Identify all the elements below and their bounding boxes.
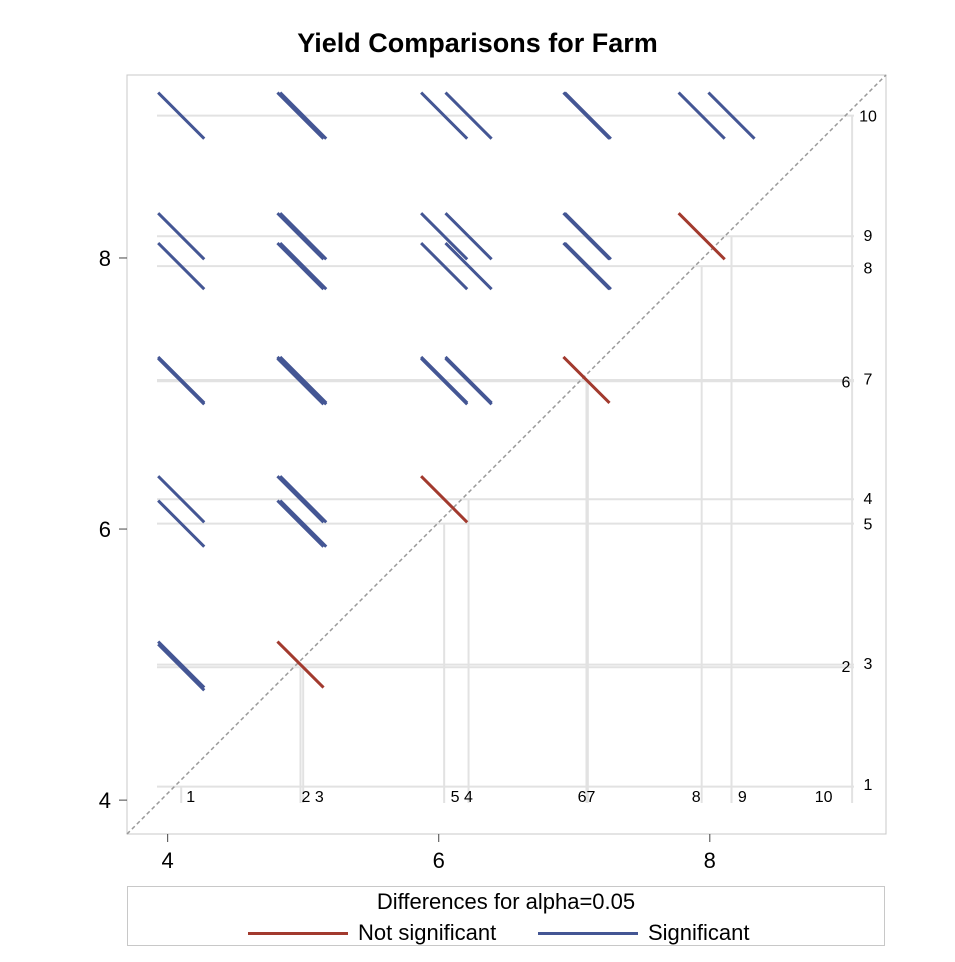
comparison-segment-9-vs-4 — [444, 212, 493, 261]
comparison-segment-10-vs-2 — [276, 91, 325, 140]
x-tick-label-6: 6 — [433, 848, 445, 873]
chart-title: Yield Comparisons for Farm — [297, 28, 658, 58]
level-label-right-10: 10 — [859, 109, 877, 126]
comparison-segment-7-vs-1 — [157, 355, 206, 405]
legend-label-not-significant: Not significant — [358, 920, 497, 945]
y-tick-label-4: 4 — [99, 788, 111, 813]
level-label-right-4: 4 — [864, 491, 873, 508]
comparison-segment-7-vs-5 — [420, 355, 469, 405]
x-tick-label-8: 8 — [704, 848, 716, 873]
comparison-segment-7-vs-6 — [562, 355, 611, 405]
comparison-segment-10-vs-9 — [707, 91, 756, 140]
level-label-right-7: 7 — [864, 372, 873, 389]
comparison-segment-9-vs-8 — [677, 212, 726, 261]
comparison-segment-10-vs-8 — [677, 91, 726, 140]
level-label-right-3: 3 — [864, 656, 873, 673]
legend: Differences for alpha=0.05 Not significa… — [127, 886, 885, 946]
comparison-segment-8-vs-5 — [420, 242, 469, 291]
comparison-segment-8-vs-7 — [563, 242, 612, 291]
comparison-segment-9-vs-7 — [563, 212, 612, 261]
comparison-segment-7-vs-4 — [444, 355, 493, 405]
legend-item-significant: Significant — [538, 920, 750, 946]
comparison-segment-8-vs-2 — [276, 242, 325, 291]
legend-swatch-significant — [538, 931, 638, 935]
comparison-segment-8-vs-1 — [157, 242, 206, 291]
comparison-segment-5-vs-3 — [279, 499, 328, 548]
reference-diagonal — [126, 74, 887, 835]
comparison-segment-10-vs-3 — [279, 91, 328, 140]
level-label-right-8: 8 — [864, 260, 873, 277]
level-label-bottom-2-3: 2 3 — [302, 789, 324, 806]
y-tick-label-8: 8 — [99, 246, 111, 271]
comparison-segment-4-vs-1 — [157, 475, 206, 524]
comparison-segment-4-vs-3 — [279, 475, 328, 524]
comparison-segment-5-vs-2 — [276, 499, 325, 548]
level-label-bottom-10: 10 — [815, 789, 833, 806]
comparison-segment-2-vs-1 — [157, 643, 206, 692]
level-label-bottom-8: 8 — [692, 789, 701, 806]
comparison-segment-9-vs-3 — [279, 212, 328, 261]
comparison-segment-9-vs-1 — [157, 212, 206, 261]
level-label-bottom-9: 9 — [738, 789, 747, 806]
comparison-segment-3-vs-1 — [157, 640, 206, 689]
comparison-segment-8-vs-4 — [444, 242, 493, 291]
comparison-segment-10-vs-5 — [420, 91, 469, 140]
level-label-bottom-5-4: 5 4 — [451, 789, 473, 806]
y-tick-label-6: 6 — [99, 517, 111, 542]
level-label-bottom-67: 67 — [578, 789, 596, 806]
plot-area-border — [126, 74, 887, 835]
comparison-segment-10-vs-7 — [563, 91, 612, 140]
x-tick-label-4: 4 — [162, 848, 174, 873]
level-label-right-5: 5 — [864, 517, 873, 534]
comparison-segment-9-vs-2 — [276, 212, 325, 261]
comparison-segment-10-vs-1 — [157, 91, 206, 140]
level-label-bottom-1: 1 — [186, 789, 195, 806]
legend-title: Differences for alpha=0.05 — [376, 889, 636, 914]
level-label-right-1: 1 — [864, 777, 873, 794]
level-label-right-6: 6 — [842, 374, 851, 391]
level-label-right-9: 9 — [864, 228, 873, 245]
legend-label-significant: Significant — [648, 920, 750, 945]
comparison-segment-5-vs-1 — [157, 499, 206, 548]
comparison-segment-4-vs-2 — [276, 475, 325, 524]
comparison-segment-10-vs-4 — [444, 91, 493, 140]
comparison-segment-9-vs-5 — [420, 212, 469, 261]
legend-swatch-not-significant — [248, 931, 348, 935]
comparison-segment-7-vs-3 — [279, 355, 328, 405]
legend-item-not-significant: Not significant — [248, 920, 496, 946]
comparison-segment-8-vs-3 — [279, 242, 328, 291]
level-label-right-2: 2 — [842, 659, 851, 676]
comparison-segment-3-vs-2 — [276, 640, 325, 689]
comparison-segment-4-vs-5 — [420, 475, 469, 524]
